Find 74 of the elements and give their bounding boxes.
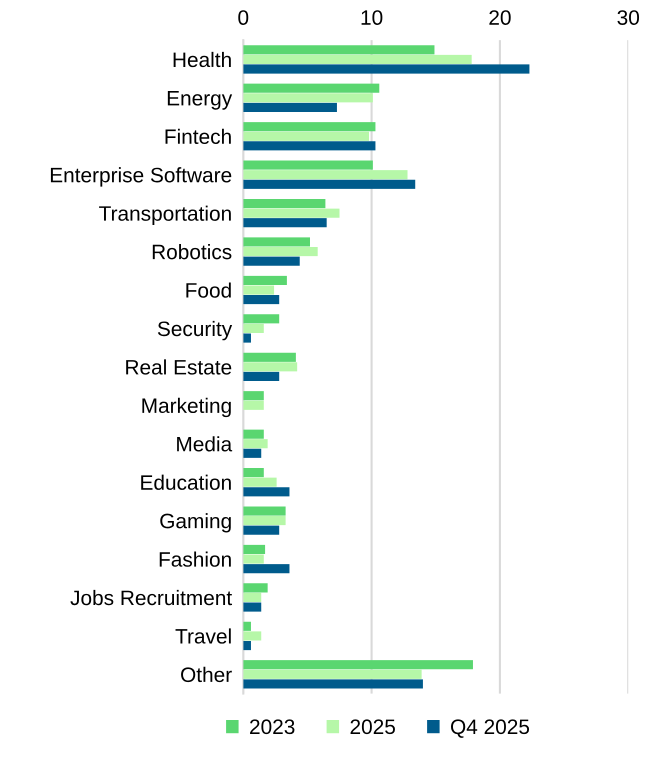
bar <box>243 679 423 689</box>
bar <box>243 526 280 535</box>
bar <box>243 372 280 382</box>
bar <box>243 64 530 74</box>
y-tick-label: Energy <box>168 91 232 110</box>
x-tick-label: 20 <box>489 10 511 25</box>
bar <box>243 554 264 564</box>
bar <box>243 670 422 679</box>
bar <box>243 660 473 670</box>
legend-label: 2025 <box>350 719 395 734</box>
y-tick-label: Marketing <box>142 398 231 418</box>
y-tick-label: Transportation <box>99 206 231 226</box>
bar <box>243 333 251 343</box>
bar <box>243 314 280 324</box>
bar <box>243 208 340 218</box>
bar <box>243 198 326 208</box>
bar <box>243 276 287 285</box>
bar <box>243 180 416 189</box>
y-tick-label: Health <box>174 52 231 68</box>
x-tick-label: 30 <box>617 10 640 25</box>
bar <box>243 84 380 93</box>
bar <box>243 102 337 112</box>
bar <box>243 487 290 496</box>
bar <box>243 468 264 478</box>
bar <box>243 160 373 170</box>
bar <box>243 237 310 247</box>
bar <box>243 622 251 631</box>
bar <box>243 256 300 266</box>
bar <box>243 352 296 362</box>
x-tick-label: 10 <box>362 10 382 25</box>
y-tick-label: Enterprise Software <box>50 167 232 187</box>
bar <box>243 544 266 554</box>
bar <box>243 132 370 141</box>
y-tick-label: Food <box>186 282 231 298</box>
bar <box>243 478 277 487</box>
y-tick-label: Education <box>141 474 231 490</box>
bar <box>243 362 298 372</box>
bar <box>243 54 472 64</box>
bar <box>243 430 264 439</box>
bar <box>243 247 318 256</box>
bar <box>243 295 280 304</box>
bar <box>243 583 268 592</box>
bar <box>243 602 262 612</box>
bar <box>243 439 268 448</box>
bar <box>243 564 290 574</box>
y-tick-label: Jobs Recruitment <box>70 590 232 606</box>
bar <box>243 640 251 650</box>
legend-label: 2023 <box>250 719 294 734</box>
legend-label: Q4 2025 <box>451 719 530 738</box>
y-tick-label: Fintech <box>166 128 231 144</box>
bar <box>243 218 327 228</box>
bar <box>243 122 376 132</box>
y-tick-label: Travel <box>176 628 231 644</box>
y-tick-label: Other <box>181 666 232 682</box>
y-tick-label: Robotics <box>152 244 232 260</box>
y-tick-label: Gaming <box>160 513 231 532</box>
y-tick-label: Media <box>177 436 232 452</box>
x-tick-label: 0 <box>238 10 248 25</box>
bar <box>243 141 376 150</box>
bar <box>243 391 264 400</box>
bar <box>243 170 408 180</box>
bar <box>243 324 264 333</box>
y-tick-label: Fashion <box>160 552 231 567</box>
bar <box>243 516 286 526</box>
bar <box>243 45 434 54</box>
bar <box>243 631 262 640</box>
y-tick-label: Security <box>158 320 232 340</box>
bar <box>243 93 373 102</box>
bar <box>243 285 274 295</box>
bar <box>243 506 286 516</box>
y-tick-label: Real Estate <box>126 359 232 375</box>
bar <box>243 592 262 602</box>
bar <box>243 400 264 410</box>
bar <box>243 448 262 458</box>
